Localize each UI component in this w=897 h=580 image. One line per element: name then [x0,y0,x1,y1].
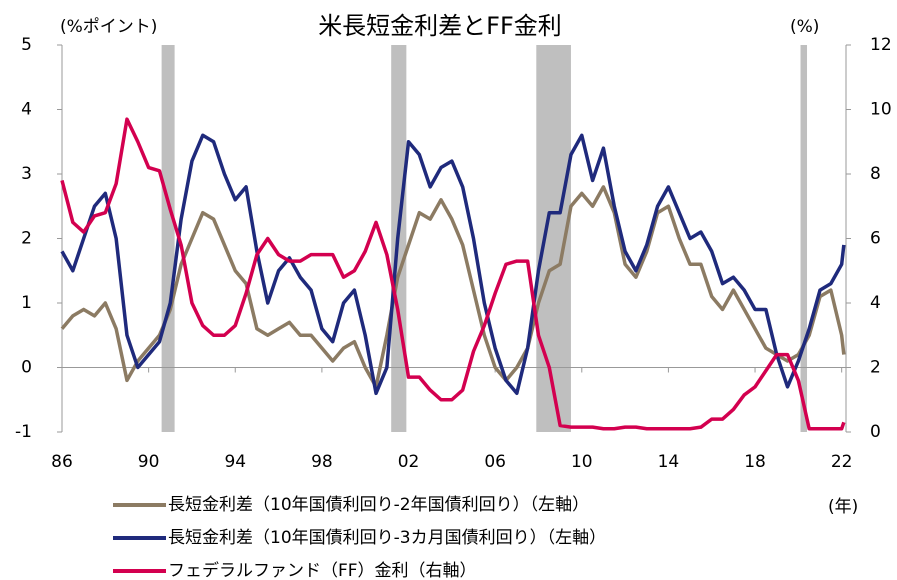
y-tick-label: 3 [21,164,32,184]
x-tick-label: 18 [744,452,766,472]
y-tick-label: 5 [21,35,32,55]
chart-title: 米長短金利差とFF金利 [318,12,562,40]
y2-tick-label: 10 [870,100,892,120]
recession-band [161,45,175,432]
y2-tick-label: 4 [870,293,881,313]
legend-label: 長短金利差（10年国債利回り-3カ月国債利回り）（左軸） [168,528,606,548]
recession-band [800,45,808,432]
series-line [60,185,846,389]
y-tick-label: 4 [21,100,32,120]
x-tick-label: 98 [311,452,333,472]
y2-tick-label: 6 [870,229,881,249]
legend-label: 長短金利差（10年国債利回り-2年国債利回り）（左軸） [168,495,589,515]
y-tick-label: -1 [15,422,32,442]
x-tick-label: 06 [484,452,506,472]
y2-tick-label: 0 [870,422,881,442]
y-tick-label: 2 [21,229,32,249]
y2-tick-label: 12 [870,35,892,55]
x-tick-label: 02 [398,452,420,472]
y-tick-label: 1 [21,293,32,313]
legend-label: フェデラルファンド（FF）金利（右軸） [168,560,477,580]
x-tick-label: 10 [571,452,593,472]
x-tick-label: 22 [831,452,853,472]
x-tick-label: 94 [224,452,246,472]
series-line [60,117,846,431]
x-axis-label: (年) [828,497,858,517]
x-tick-label: 86 [51,452,73,472]
y2-tick-label: 8 [870,164,881,184]
x-tick-label: 14 [658,452,680,472]
y-tick-label: 0 [21,358,32,378]
y2-axis-label: (%) [790,17,819,37]
x-tick-label: 90 [138,452,160,472]
series-line [60,133,846,396]
y2-tick-label: 2 [870,358,881,378]
y-axis-label: (%ポイント) [60,17,157,37]
